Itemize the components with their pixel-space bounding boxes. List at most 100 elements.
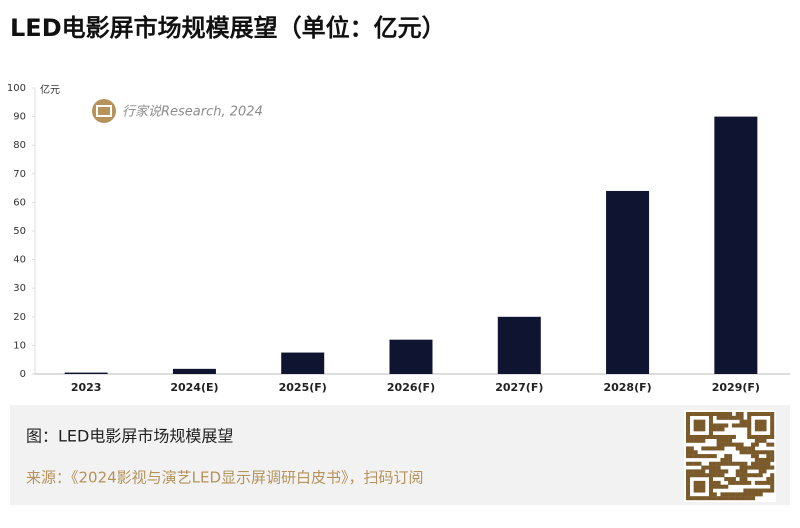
- qr-cell: [686, 488, 691, 493]
- qr-cell: [724, 454, 729, 459]
- qr-cell: [686, 450, 691, 455]
- qr-cell: [689, 438, 694, 443]
- qr-cell: [735, 480, 740, 485]
- qr-cell: [766, 465, 771, 470]
- qr-cell: [708, 465, 713, 470]
- qr-cell: [686, 419, 691, 424]
- qr-cell: [762, 461, 767, 466]
- qr-cell: [701, 434, 706, 439]
- qr-cell: [708, 415, 713, 420]
- qr-cell: [708, 480, 713, 485]
- qr-cell: [754, 450, 759, 455]
- qr-cell: [766, 480, 771, 485]
- qr-cell: [762, 423, 767, 428]
- qr-cell: [735, 423, 740, 428]
- qr-cell: [724, 484, 729, 489]
- qr-cell: [708, 484, 713, 489]
- qr-cell: [716, 438, 721, 443]
- qr-cell: [754, 438, 759, 443]
- qr-cell: [701, 488, 706, 493]
- qr-cell: [720, 484, 725, 489]
- qr-cell: [735, 442, 740, 447]
- bar: [606, 190, 650, 374]
- qr-cell: [712, 469, 717, 474]
- qr-cell: [751, 454, 756, 459]
- qr-cell: [728, 434, 733, 439]
- qr-cell: [712, 473, 717, 478]
- qr-cell: [697, 438, 702, 443]
- qr-cell: [766, 454, 771, 459]
- bar: [714, 116, 758, 374]
- qr-cell: [754, 480, 759, 485]
- qr-cell: [751, 446, 756, 451]
- y-tick-label: 60: [13, 197, 26, 208]
- qr-cell: [716, 469, 721, 474]
- qr-cell: [701, 496, 706, 501]
- x-tick-label: 2025(F): [279, 381, 327, 394]
- qr-cell: [754, 473, 759, 478]
- qr-cell: [697, 473, 702, 478]
- y-tick-label: 0: [20, 369, 26, 380]
- qr-cell: [720, 457, 725, 462]
- qr-cell: [762, 412, 767, 417]
- qr-cell: [712, 480, 717, 485]
- qr-cell: [689, 454, 694, 459]
- qr-cell: [751, 473, 756, 478]
- chart-title: LED电影屏市场规模展望（单位：亿元）: [10, 14, 446, 42]
- qr-cell: [724, 412, 729, 417]
- qr-cell: [754, 412, 759, 417]
- qr-cell: [720, 492, 725, 497]
- bar: [64, 372, 108, 374]
- watermark-icon: [92, 99, 116, 123]
- qr-cell: [720, 423, 725, 428]
- qr-cell: [747, 423, 752, 428]
- qr-cell: [735, 496, 740, 501]
- x-tick-label: 2024(E): [170, 381, 218, 394]
- qr-cell: [689, 434, 694, 439]
- qr-cell: [712, 423, 717, 428]
- qr-cell: [708, 469, 713, 474]
- qr-cell: [770, 442, 775, 447]
- qr-cell: [697, 419, 702, 424]
- qr-cell: [743, 473, 748, 478]
- y-tick-label: 90: [13, 112, 26, 123]
- qr-cell: [693, 423, 698, 428]
- qr-cell: [758, 492, 763, 497]
- qr-cell: [770, 484, 775, 489]
- qr-cell: [739, 496, 744, 501]
- qr-cell: [686, 492, 691, 497]
- qr-cell: [689, 469, 694, 474]
- qr-cell: [758, 434, 763, 439]
- qr-cell: [708, 473, 713, 478]
- qr-cell: [770, 427, 775, 432]
- qr-cell: [754, 427, 759, 432]
- qr-cell: [708, 412, 713, 417]
- qr-cell: [708, 427, 713, 432]
- qr-cell: [720, 427, 725, 432]
- qr-cell: [747, 473, 752, 478]
- qr-cell: [731, 415, 736, 420]
- qr-cell: [728, 442, 733, 447]
- qr-cell: [762, 457, 767, 462]
- qr-cell: [770, 412, 775, 417]
- qr-cell: [739, 419, 744, 424]
- qr-cell: [701, 465, 706, 470]
- qr-cell: [693, 496, 698, 501]
- qr-cell: [758, 450, 763, 455]
- qr-cell: [739, 446, 744, 451]
- qr-cell: [693, 427, 698, 432]
- qr-cell: [712, 412, 717, 417]
- qr-cell: [770, 465, 775, 470]
- qr-cell: [743, 423, 748, 428]
- qr-cell: [762, 480, 767, 485]
- qr-cell: [720, 473, 725, 478]
- qr-cell: [686, 427, 691, 432]
- qr-cell: [697, 469, 702, 474]
- qr-cell: [758, 461, 763, 466]
- y-tick-label: 30: [13, 283, 26, 294]
- qr-cell: [739, 450, 744, 455]
- qr-cell: [770, 419, 775, 424]
- qr-cell: [697, 484, 702, 489]
